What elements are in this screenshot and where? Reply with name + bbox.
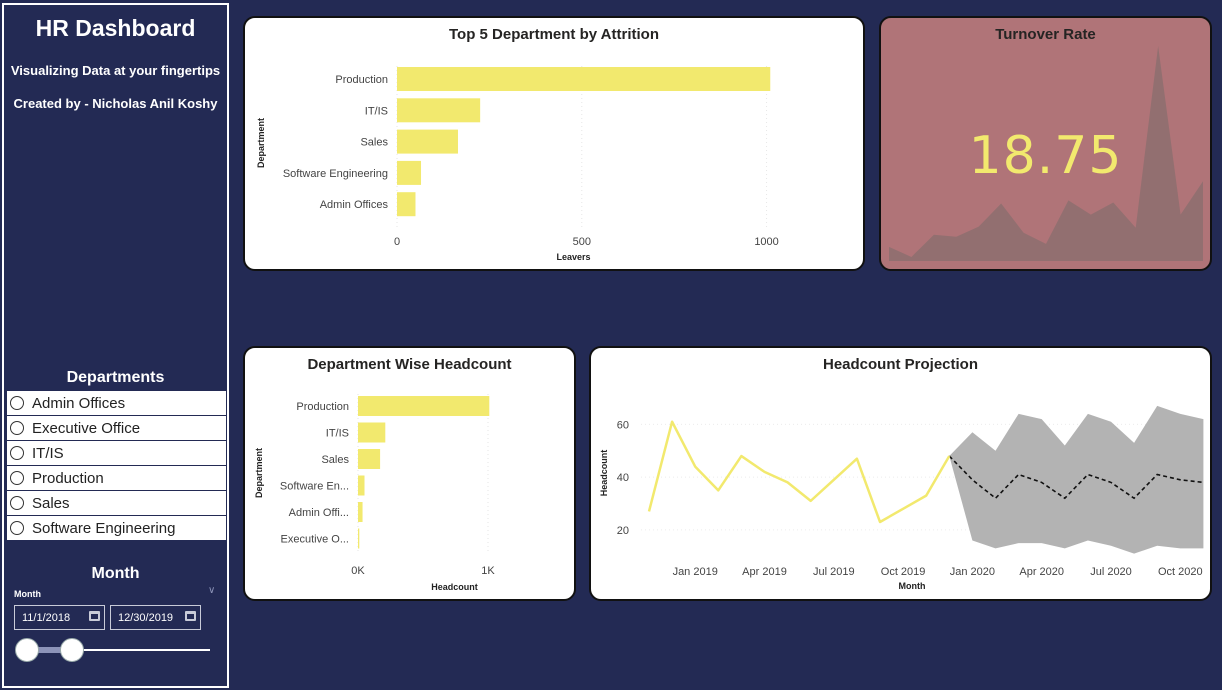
bar (358, 475, 365, 496)
dept-option-label: Production (32, 469, 104, 487)
attrition-chart-title: Top 5 Department by Attrition (449, 26, 659, 43)
dept-option-admin-offices[interactable]: Admin Offices (7, 391, 226, 415)
turnover-value: 18.75 (968, 126, 1123, 186)
y-tick-label: 40 (617, 472, 629, 484)
y-axis-title: Department (254, 448, 264, 498)
category-label: Production (296, 401, 349, 413)
month-slicer-title: Month (91, 565, 140, 582)
attrition-chart: 0 500 1000 Production IT/IS Sales Software Eng… (256, 66, 779, 262)
headcount-chart-card: Department Wise Headcount 0K 1K Production… (243, 346, 576, 601)
dept-option-software-engineering[interactable]: Software Engineering (7, 516, 226, 540)
category-label: Admin Offices (320, 199, 389, 211)
radio-icon (10, 396, 24, 410)
x-tick-label: Jan 2019 (673, 566, 718, 578)
x-tick-label: 0K (351, 565, 365, 577)
bar (358, 422, 386, 443)
projection-chart-card: Headcount Projection 20 40 60 Jan 2019 Apr 2… (589, 346, 1212, 601)
start-date-input[interactable]: 11/1/2018 (14, 605, 105, 630)
projection-chart-title: Headcount Projection (822, 356, 979, 373)
dept-option-executive-office[interactable]: Executive Office (7, 416, 226, 440)
dept-option-label: Executive Office (32, 419, 141, 437)
date-slider-track[interactable] (28, 649, 210, 651)
calendar-icon[interactable] (89, 611, 100, 621)
headcount-chart: 0K 1K Production IT/IS Sales Software En... Ad… (254, 394, 495, 592)
x-tick-label: Jul 2019 (813, 566, 855, 578)
date-slider-end-handle[interactable] (60, 638, 84, 662)
month-field-label: Month (14, 589, 41, 599)
x-tick-label: Apr 2019 (742, 566, 787, 578)
dept-option-production[interactable]: Production (7, 466, 226, 490)
y-tick-label: 60 (617, 419, 629, 431)
end-date-input[interactable]: 12/30/2019 (110, 605, 201, 630)
date-slider-range (28, 647, 73, 653)
x-tick-label: Jul 2020 (1090, 566, 1132, 578)
x-tick-label: 1K (481, 565, 495, 577)
dashboard-credit: Created by - Nicholas Anil Koshy (13, 96, 218, 111)
x-tick-label: 0 (394, 236, 400, 248)
category-label: Sales (321, 454, 349, 466)
x-tick-label: Jan 2020 (950, 566, 995, 578)
y-axis-title: Department (256, 118, 266, 168)
category-label: Software En... (280, 481, 349, 493)
turnover-title: Turnover Rate (995, 26, 1096, 43)
category-label: Sales (360, 137, 388, 149)
forecast-confidence-band (949, 405, 1204, 554)
turnover-sparkline (889, 46, 1203, 261)
category-label: Executive O... (281, 534, 349, 546)
dept-option-label: Admin Offices (32, 394, 126, 412)
dept-option-label: Software Engineering (32, 519, 176, 537)
radio-icon (10, 496, 24, 510)
bar (397, 160, 422, 185)
category-label: Admin Offi... (289, 507, 349, 519)
radio-icon (10, 421, 24, 435)
y-axis-title: Headcount (599, 450, 609, 497)
turnover-card: Turnover Rate 18.75 (879, 16, 1212, 271)
actual-line (647, 420, 951, 524)
dashboard-subtitle: Visualizing Data at your fingertips (10, 63, 221, 78)
x-axis-title: Leavers (556, 252, 590, 262)
dept-option-label: Sales (32, 494, 70, 512)
x-tick-label: Oct 2020 (1158, 566, 1203, 578)
x-tick-label: 500 (573, 236, 591, 248)
end-date-value: 12/30/2019 (118, 611, 174, 624)
departments-slicer: Admin Offices Executive Office IT/IS Pro… (7, 391, 226, 541)
bar (397, 192, 416, 217)
sidebar: HR Dashboard Visualizing Data at your fi… (2, 3, 229, 688)
sparkline-area (889, 46, 1203, 261)
bar (397, 129, 458, 154)
x-axis-title: Month (899, 581, 926, 591)
radio-icon (10, 471, 24, 485)
x-tick-label: Apr 2020 (1019, 566, 1064, 578)
bar (397, 67, 771, 91)
dept-option-sales[interactable]: Sales (7, 491, 226, 515)
x-tick-label: 1000 (754, 236, 778, 248)
x-tick-label: Oct 2019 (881, 566, 926, 578)
bar (358, 528, 360, 549)
calendar-icon[interactable] (185, 611, 196, 621)
date-slider-start-handle[interactable] (15, 638, 39, 662)
attrition-chart-card: Top 5 Department by Attrition 0 500 1000 Pr… (243, 16, 865, 271)
departments-slicer-title: Departments (66, 369, 165, 386)
y-tick-label: 20 (617, 525, 629, 537)
category-label: Software Engineering (283, 168, 388, 180)
bar (358, 396, 490, 416)
radio-icon (10, 521, 24, 535)
forecast-line (948, 455, 1204, 500)
dept-option-it-is[interactable]: IT/IS (7, 441, 226, 465)
bar (358, 502, 363, 522)
category-label: IT/IS (326, 428, 349, 440)
category-label: Production (335, 74, 388, 86)
dept-option-label: IT/IS (32, 444, 64, 462)
bar (397, 98, 481, 123)
radio-icon (10, 446, 24, 460)
category-label: IT/IS (365, 105, 388, 117)
dashboard-title: HR Dashboard (35, 15, 196, 41)
chevron-down-icon[interactable]: ∨ (208, 585, 216, 596)
start-date-value: 11/1/2018 (22, 611, 71, 624)
bar (358, 449, 381, 469)
headcount-chart-title: Department Wise Headcount (307, 356, 512, 373)
x-axis-title: Headcount (431, 582, 478, 592)
projection-chart: 20 40 60 Jan 2019 Apr 2019 Jul 2019 Oct 2019 Ja… (599, 405, 1204, 591)
